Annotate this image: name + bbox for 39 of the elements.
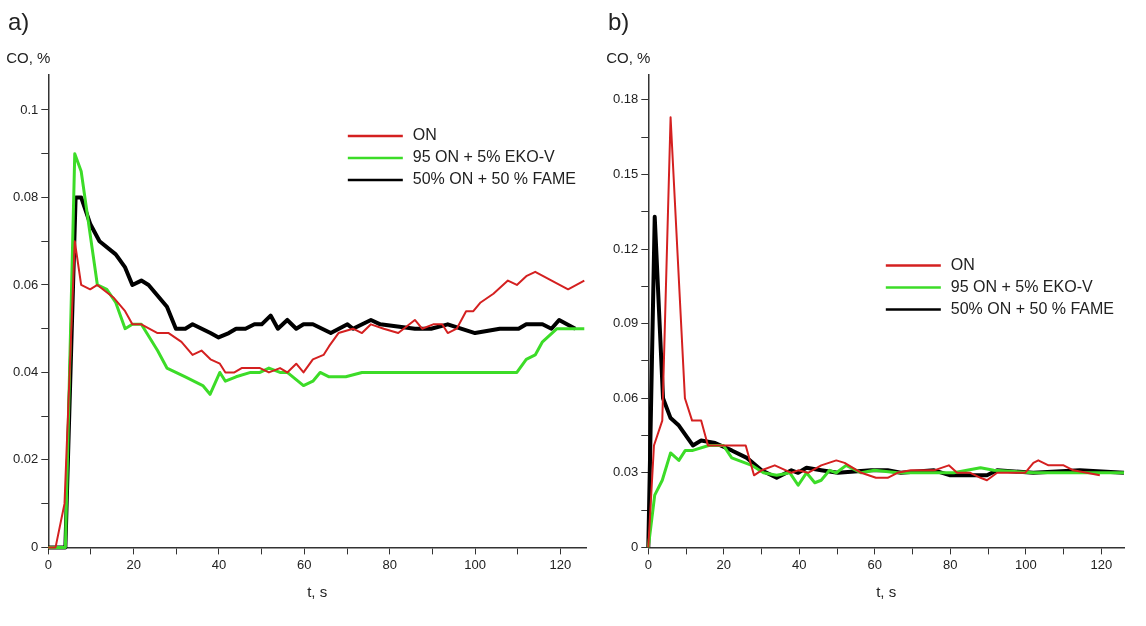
y-tick-label: 0.12 — [612, 240, 639, 256]
chart-title: a) — [8, 8, 30, 35]
x-tick-label: 120 — [549, 556, 572, 572]
y-tick-label: 0.18 — [612, 91, 639, 107]
x-tick-label: 80 — [382, 556, 397, 572]
x-tick-label: 0 — [644, 556, 652, 572]
x-axis-title: t, s — [307, 583, 328, 601]
x-tick-label: 100 — [464, 556, 486, 572]
y-tick-label: 0.04 — [12, 364, 39, 380]
legend-label: 50% ON + 50 % FAME — [412, 170, 577, 188]
x-tick-label: 60 — [867, 556, 883, 572]
y-tick-label: 0.03 — [612, 464, 639, 480]
y-axis-title: CO, % — [606, 49, 651, 66]
x-tick-label: 20 — [716, 556, 732, 572]
legend-label: 95 ON + 5% EKO-V — [412, 148, 555, 166]
y-tick-label: 0.15 — [612, 166, 639, 182]
x-tick-label: 100 — [1014, 556, 1037, 572]
x-tick-label: 40 — [211, 556, 227, 572]
legend-label: ON — [412, 126, 437, 144]
legend-label: ON — [950, 255, 975, 273]
y-tick-label: 0.02 — [12, 451, 39, 467]
y-tick-label: 0.1 — [20, 101, 39, 117]
y-tick-label: 0 — [631, 538, 639, 554]
x-tick-label: 20 — [126, 556, 141, 572]
x-axis-title: t, s — [876, 583, 897, 601]
chart-title: b) — [608, 8, 630, 35]
y-tick-label: 0.06 — [612, 389, 639, 405]
x-tick-label: 60 — [297, 556, 312, 572]
legend-label: 50% ON + 50 % FAME — [950, 299, 1115, 317]
y-tick-label: 0.06 — [12, 276, 39, 292]
legend-label: 95 ON + 5% EKO-V — [950, 277, 1093, 295]
y-tick-label: 0.08 — [12, 189, 39, 205]
y-tick-label: 0.09 — [612, 315, 639, 331]
x-tick-label: 40 — [792, 556, 807, 572]
x-tick-label: 80 — [943, 556, 958, 572]
y-tick-label: 0 — [31, 538, 39, 554]
x-tick-label: 120 — [1090, 556, 1113, 572]
y-axis-title: CO, % — [6, 49, 51, 66]
x-tick-label: 0 — [44, 556, 52, 572]
